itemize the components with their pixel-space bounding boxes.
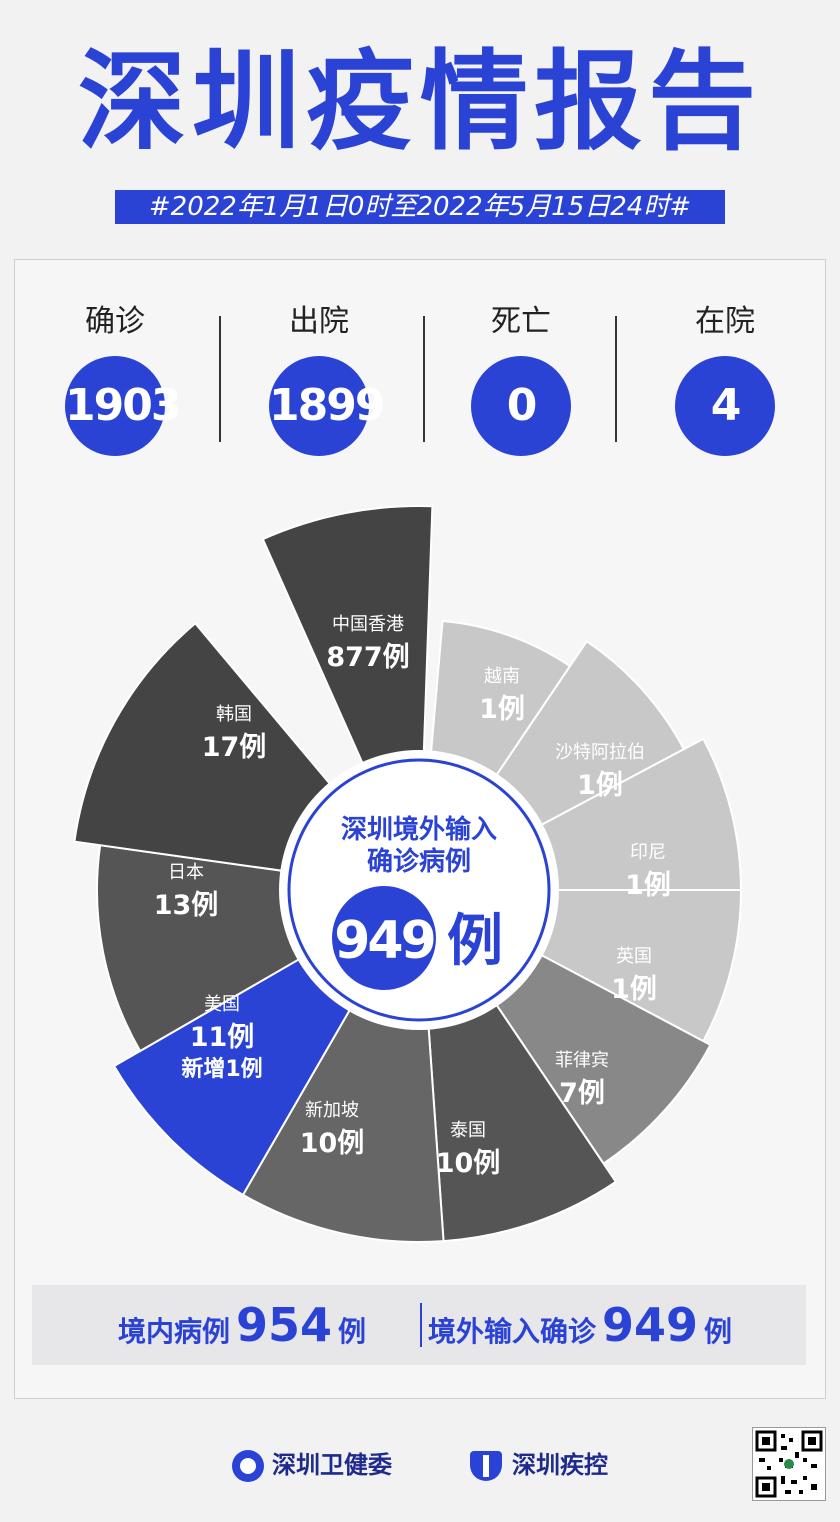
- slice-value-label: 13例: [154, 890, 219, 921]
- stat-value: 0: [471, 356, 571, 456]
- slice-value-label: 1例: [577, 770, 623, 801]
- center-value: 949: [334, 911, 434, 971]
- imported-label: 境外输入确诊: [428, 1315, 597, 1348]
- stat-value: 1903: [65, 356, 181, 456]
- center-disc: [279, 750, 559, 1030]
- summary-divider: [420, 1303, 422, 1347]
- slice-name-label: 菲律宾: [555, 1050, 609, 1071]
- slice-name-label: 泰国: [450, 1120, 486, 1141]
- cdc-shield-logo-icon: [470, 1451, 502, 1481]
- stat-label: 确诊: [85, 304, 145, 339]
- slice-value-label: 10例: [300, 1128, 365, 1159]
- center-unit: 例: [447, 909, 503, 974]
- page-title: 深圳疫情报告: [77, 40, 762, 165]
- stat-value: 1899: [269, 356, 385, 456]
- slice-name-label: 沙特阿拉伯: [555, 742, 645, 763]
- qr-code-icon[interactable]: [752, 1427, 826, 1501]
- domestic-value: 954: [236, 1298, 333, 1352]
- org2-name: 深圳疾控: [512, 1451, 608, 1479]
- divider: [219, 316, 221, 442]
- slice-name-label: 越南: [484, 666, 520, 687]
- slice-extra-label: 新增1例: [181, 1056, 262, 1082]
- imported-value: 949: [602, 1298, 699, 1352]
- slice-name-label: 印尼: [630, 842, 666, 863]
- slice-value-label: 877例: [326, 642, 409, 673]
- stat-label: 在院: [695, 304, 755, 339]
- imported-unit: 例: [704, 1315, 733, 1348]
- health-commission-logo-icon: [232, 1450, 264, 1482]
- slice-value-label: 17例: [202, 732, 267, 763]
- stat-deaths: 死亡 0: [421, 300, 621, 456]
- stat-confirmed: 确诊 1903: [15, 300, 215, 456]
- divider: [423, 316, 425, 442]
- stat-label: 出院: [289, 304, 349, 339]
- slice-name-label: 中国香港: [332, 614, 404, 635]
- slice-value-label: 1例: [611, 974, 657, 1005]
- center-label-line1: 深圳境外输入: [341, 814, 497, 845]
- slice-value-label: 11例: [190, 1022, 255, 1053]
- date-range-banner: #2022年1月1日0时至2022年5月15日24时#: [115, 190, 725, 224]
- imported-summary: 境外输入确诊 949 例: [428, 1285, 732, 1365]
- center-ring: [287, 758, 551, 1022]
- slice-value-label: 1例: [479, 694, 525, 725]
- summary-bar: 境内病例 954 例 境外输入确诊 949 例: [32, 1285, 806, 1365]
- org1: 深圳卫健委: [232, 1447, 392, 1483]
- slice-name-label: 英国: [616, 946, 652, 967]
- center-label-line2: 确诊病例: [367, 846, 471, 877]
- stat-hospitalized: 在院 4: [625, 300, 825, 456]
- slice-value-label: 1例: [625, 870, 671, 901]
- slice-name-label: 新加坡: [305, 1100, 359, 1121]
- slice-name-label: 日本: [168, 862, 204, 883]
- divider: [615, 316, 617, 442]
- stat-value: 4: [675, 356, 775, 456]
- slice-name-label: 韩国: [216, 704, 252, 725]
- org2: 深圳疾控: [470, 1447, 608, 1483]
- domestic-label: 境内病例: [118, 1315, 231, 1348]
- org1-name: 深圳卫健委: [272, 1451, 392, 1479]
- center-value-circle: [332, 886, 436, 990]
- domestic-summary: 境内病例 954 例: [118, 1285, 366, 1365]
- stat-discharged: 出院 1899: [219, 300, 419, 456]
- slice-value-label: 10例: [436, 1148, 501, 1179]
- stat-label: 死亡: [491, 304, 551, 339]
- slice-name-label: 美国: [204, 994, 240, 1015]
- domestic-unit: 例: [338, 1315, 367, 1348]
- slice-value-label: 7例: [559, 1078, 605, 1109]
